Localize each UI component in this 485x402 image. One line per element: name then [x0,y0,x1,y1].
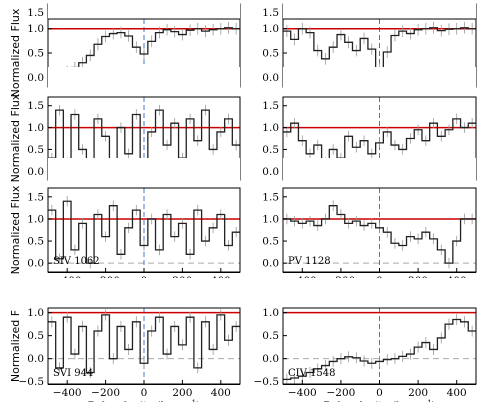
ytick-label: 0.0 [262,72,279,84]
xtick-label: 0 [376,387,383,399]
mask-top [48,278,240,308]
mask-top [283,0,476,19]
ion-label: SIV 1062 [53,256,100,267]
ytick-label: 0.0 [262,258,279,270]
ytick-label: 0.5 [262,144,279,156]
ylabel-left: Normalized Flux [9,8,22,97]
xtick-label: 200 [172,387,192,399]
xtick-label: −400 [53,387,82,399]
strip-tick-label: 1.5 [27,7,44,19]
xtick-label: −400 [288,387,317,399]
ylabel-left: Normalized Flux [9,185,22,274]
ytick-label: 1.0 [27,23,44,35]
ytick-label: 0.0 [262,353,279,365]
strip-tick-label: 1.5 [262,7,279,19]
xtick-label: 200 [408,387,428,399]
ytick-label: 1.5 [27,100,44,112]
xtick-label: 400 [447,387,467,399]
ytick-label: 1.0 [262,122,279,134]
ylabel-left: Normalized Flux [9,93,22,182]
ytick-label: 1.5 [262,100,279,112]
spectrum-line [48,314,240,374]
mask-top [48,0,240,19]
panel-civ1548: CIV 1548 0.0 0.5 1.0 −0.5 −400 −200 0 200 400 Rel.… [254,278,477,402]
spectrum-line [48,200,240,264]
ytick-label: 0.5 [262,236,279,248]
ylabel-left: Normalized F [9,310,22,382]
ion-label: PV 1128 [288,256,331,267]
ytick-label: 1.0 [27,122,44,134]
ytick-label: −0.5 [19,376,45,388]
ytick-label: 0.0 [27,72,44,84]
ytick-label: 0.5 [27,144,44,156]
spectrum-line [48,27,240,77]
ytick-label: 0.5 [262,48,279,60]
ytick-label: 1.0 [262,23,279,35]
xtick-label: −200 [91,387,120,399]
ytick-label: 0.5 [262,330,279,342]
ytick-label: 0.5 [27,236,44,248]
ytick-label: 1.0 [262,307,279,319]
ytick-label: 1.0 [27,307,44,319]
ytick-label: 1.5 [27,191,44,203]
ytick-label: 0.0 [262,166,279,178]
ytick-label: 0.0 [27,258,44,270]
ytick-label: 1.0 [262,213,279,225]
xtick-label: 400 [211,387,231,399]
ion-label: SVI 944 [53,368,93,379]
ytick-label: 0.5 [27,48,44,60]
mask-top [48,67,240,97]
ion-label: CIV 1548 [288,368,335,379]
ytick-label: 0.0 [27,166,44,178]
spectrum-line [283,318,476,381]
ytick-label: 0.0 [27,353,44,365]
xaxis-title: Rel. velocity (km s−1) [323,399,435,402]
ytick-label: −0.5 [254,376,280,388]
mask-top [283,67,476,97]
xaxis-title: Rel. velocity (km s−1) [88,399,200,402]
xtick-label: 0 [141,387,148,399]
ytick-label: 1.0 [27,213,44,225]
mask-top [48,158,240,188]
spectrum-line [283,205,476,264]
panel-siv1062: SIV 10620.00.51.01.5−400−2000200400Rel. … [27,158,241,300]
panel-svi944: SVI 944 0.0 0.5 1.0 −0.5 −400 −200 0 200 400 Rel. … [19,278,241,402]
mask-top [283,278,476,308]
spectrum-line [283,118,476,164]
ytick-label: 0.5 [27,330,44,342]
mask-top [283,158,476,188]
ytick-label: 1.5 [262,191,279,203]
xtick-label: −200 [326,387,355,399]
